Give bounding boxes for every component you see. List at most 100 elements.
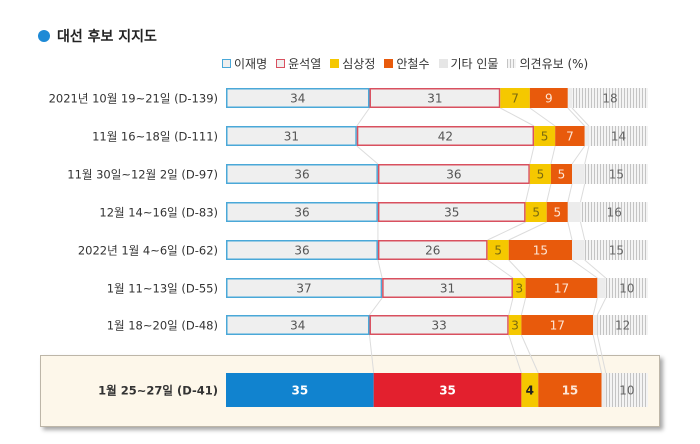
bar-segment-etc xyxy=(593,315,598,335)
legend-item-ahn: 안철수 xyxy=(384,55,430,72)
legend-label-lee: 이재명 xyxy=(234,57,268,71)
data-label-undecided: 10 xyxy=(619,282,634,296)
data-label-sim: 7 xyxy=(511,92,519,106)
connector-line xyxy=(571,145,586,165)
bar-segment-ahn xyxy=(555,126,585,146)
bar-segment-ahn xyxy=(529,88,568,108)
bar-segment-lee xyxy=(226,240,378,260)
bar-segment-ahn xyxy=(521,315,594,335)
bar-segment-etc xyxy=(584,126,589,146)
connector-line xyxy=(567,107,586,127)
bar-row: 36 26 5 15 15 xyxy=(226,240,648,260)
legend-label-sim: 심상정 xyxy=(342,57,376,71)
bar-segment-yoon xyxy=(356,126,535,146)
legend-label-yoon: 윤석열 xyxy=(288,57,322,71)
connector-line xyxy=(508,259,526,279)
legend-label-etc: 기타 인물 xyxy=(450,57,499,71)
data-label-undecided: 12 xyxy=(615,319,630,333)
data-label-lee: 36 xyxy=(294,244,309,258)
connector-line xyxy=(487,259,514,279)
legend-swatch-etc xyxy=(438,59,448,68)
bar-segment-yoon xyxy=(377,240,488,260)
data-label-lee: 34 xyxy=(290,319,305,333)
bar-segment-yoon xyxy=(369,88,501,108)
connector-line xyxy=(520,334,539,374)
connector-line xyxy=(584,145,590,165)
bar-segment-ahn xyxy=(550,164,573,184)
category-label: 1월 25~27일 (D-41) xyxy=(98,384,218,398)
data-label-lee: 31 xyxy=(284,130,299,144)
legend-swatch-sim xyxy=(330,59,340,68)
data-label-yoon: 31 xyxy=(427,92,442,106)
data-label-lee: 36 xyxy=(294,168,309,182)
connector-line xyxy=(487,221,526,241)
connector-line xyxy=(356,145,379,165)
data-label-ahn: 7 xyxy=(566,130,574,144)
data-label-yoon: 42 xyxy=(438,130,453,144)
bar-segment-etc xyxy=(572,240,585,260)
data-label-undecided: 18 xyxy=(602,92,617,106)
connector-line xyxy=(596,334,607,374)
bar-segment-undecided xyxy=(597,315,648,335)
connector-line xyxy=(567,221,573,241)
bar-segment-ahn xyxy=(546,202,568,222)
data-label-sim: 4 xyxy=(526,384,534,398)
category-label: 1월 18~20일 (D-48) xyxy=(107,319,218,333)
data-label-sim: 5 xyxy=(494,244,502,258)
connector-line xyxy=(550,145,556,165)
connector-line xyxy=(592,297,598,316)
legend-item-yoon: 윤석열 xyxy=(276,55,321,72)
bar-segment-lee xyxy=(226,202,378,222)
bar-segment-etc xyxy=(601,373,606,407)
bar-row: 31 42 5 7 14 xyxy=(226,126,648,146)
connector-line xyxy=(377,259,383,279)
data-label-ahn: 9 xyxy=(545,92,553,106)
bar-segment-lee xyxy=(226,315,370,335)
connector-line xyxy=(500,107,535,127)
legend-label-undecided: 의견유보 (%) xyxy=(519,57,589,71)
bar-segment-yoon xyxy=(377,202,526,222)
data-label-lee: 36 xyxy=(294,206,309,220)
bar-segment-sim xyxy=(512,278,526,298)
legend-item-sim: 심상정 xyxy=(330,55,375,72)
bar-segment-undecided xyxy=(572,88,648,108)
bar-segment-lee xyxy=(226,278,383,298)
data-label-undecided: 14 xyxy=(611,130,626,144)
legend-swatch-lee xyxy=(222,59,231,68)
data-label-lee: 34 xyxy=(290,92,305,106)
data-label-ahn: 5 xyxy=(553,206,561,220)
data-label-yoon: 33 xyxy=(431,319,446,333)
bar-segment-ahn xyxy=(508,240,573,260)
bar-segment-yoon xyxy=(382,278,513,298)
bar-row: 34 33 3 17 12 xyxy=(226,315,648,335)
bar-segment-sim xyxy=(534,126,556,146)
data-label-ahn: 5 xyxy=(558,168,566,182)
connector-line xyxy=(368,334,375,374)
bar-segment-yoon xyxy=(373,373,522,407)
connector-line xyxy=(508,297,514,316)
data-label-undecided: 15 xyxy=(609,168,624,182)
bar-segment-etc xyxy=(567,88,573,108)
connector-line xyxy=(571,107,590,127)
category-label: 11월 30일~12월 2일 (D-97) xyxy=(67,168,218,182)
bar-segment-sim xyxy=(521,373,539,407)
connector-line xyxy=(596,297,607,316)
bar-segment-yoon xyxy=(369,315,509,335)
bar-segment-undecided xyxy=(584,164,648,184)
data-label-sim: 3 xyxy=(515,282,523,296)
data-label-ahn: 15 xyxy=(533,244,548,258)
data-label-lee: 35 xyxy=(291,384,308,398)
legend-swatch-ahn xyxy=(384,59,394,68)
bar-segment-ahn xyxy=(538,373,602,407)
legend-swatch-yoon xyxy=(276,59,286,68)
connector-line xyxy=(508,221,547,241)
bar-segment-sim xyxy=(529,164,551,184)
data-label-ahn: 15 xyxy=(562,384,579,398)
data-label-undecided: 15 xyxy=(609,244,624,258)
data-label-undecided: 16 xyxy=(607,206,622,220)
data-label-lee: 37 xyxy=(296,282,311,296)
data-label-ahn: 17 xyxy=(554,282,569,296)
connector-line xyxy=(529,107,556,127)
category-label: 1월 11~13일 (D-55) xyxy=(107,282,218,296)
